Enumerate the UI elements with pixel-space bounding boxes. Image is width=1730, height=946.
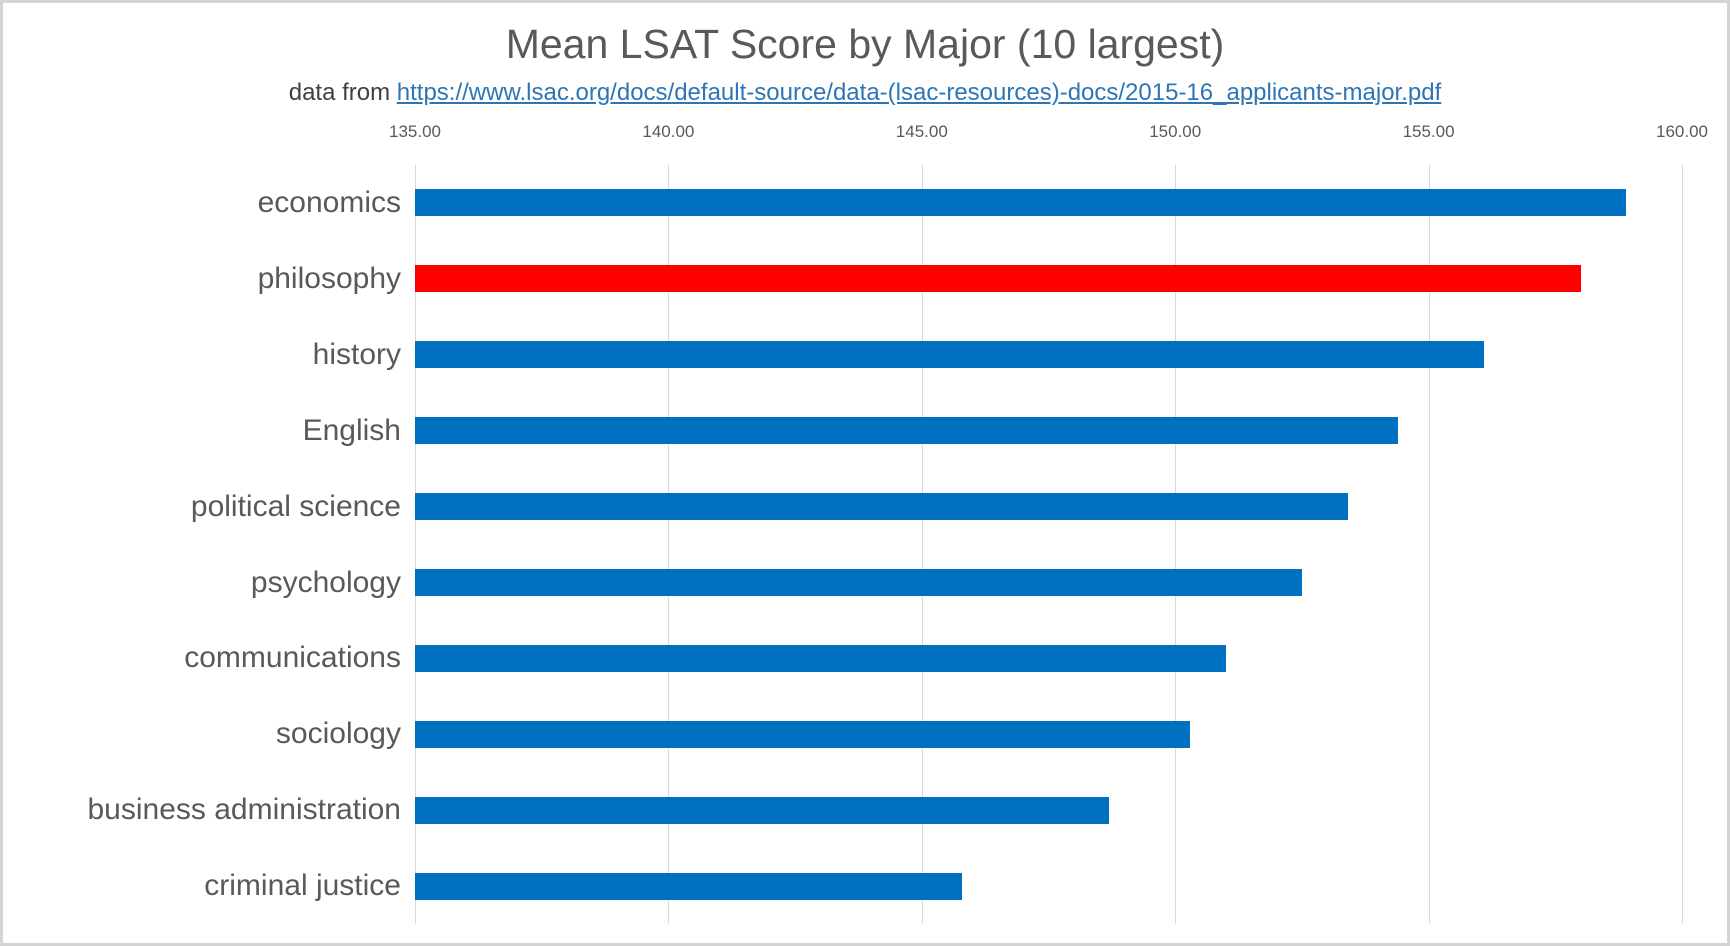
category-label-economics: economics bbox=[257, 186, 401, 219]
category-label-philosophy: philosophy bbox=[257, 261, 401, 295]
plot-area bbox=[415, 165, 1683, 924]
bar-political-science bbox=[415, 493, 1348, 521]
x-tick-label-155.00: 155.00 bbox=[1402, 122, 1455, 141]
category-label-communications: communications bbox=[184, 641, 401, 675]
x-tick-label-150.00: 150.00 bbox=[1149, 122, 1202, 141]
bar-psychology bbox=[415, 568, 1302, 596]
category-label-criminal-justice: criminal justice bbox=[204, 869, 401, 903]
bar-history bbox=[415, 341, 1485, 369]
gridline-160 bbox=[1682, 165, 1683, 924]
gridline-140 bbox=[668, 165, 670, 924]
category-label-political-science: political science bbox=[190, 489, 401, 523]
chart-subtitle: data from https://www.lsac.org/docs/defa… bbox=[3, 79, 1727, 107]
gridline-135 bbox=[415, 165, 416, 924]
bar-philosophy bbox=[415, 265, 1581, 293]
source-link[interactable]: https://www.lsac.org/docs/default-source… bbox=[396, 79, 1442, 106]
bar-business-administration bbox=[415, 796, 1110, 824]
category-label-psychology: psychology bbox=[250, 565, 401, 599]
bar-economics bbox=[415, 189, 1627, 217]
bar-communications bbox=[415, 644, 1226, 672]
category-label-English: English bbox=[302, 413, 401, 447]
subtitle-prefix: data from bbox=[288, 79, 397, 106]
bar-English bbox=[415, 417, 1399, 445]
category-label-history: history bbox=[312, 337, 401, 371]
bar-criminal-justice bbox=[415, 872, 963, 900]
bar-sociology bbox=[415, 720, 1191, 748]
chart-title: Mean LSAT Score by Major (10 largest) bbox=[505, 21, 1225, 67]
gridline-150 bbox=[1175, 165, 1177, 924]
category-label-business-administration: business administration bbox=[87, 793, 402, 827]
x-tick-label-160.00: 160.00 bbox=[1656, 122, 1708, 141]
x-tick-label-145.00: 145.00 bbox=[895, 122, 948, 141]
x-tick-label-140.00: 140.00 bbox=[642, 122, 695, 141]
category-label-sociology: sociology bbox=[275, 717, 401, 751]
gridline-145 bbox=[921, 165, 923, 924]
gridline-155 bbox=[1428, 165, 1430, 924]
x-tick-label-135.00: 135.00 bbox=[389, 122, 441, 141]
